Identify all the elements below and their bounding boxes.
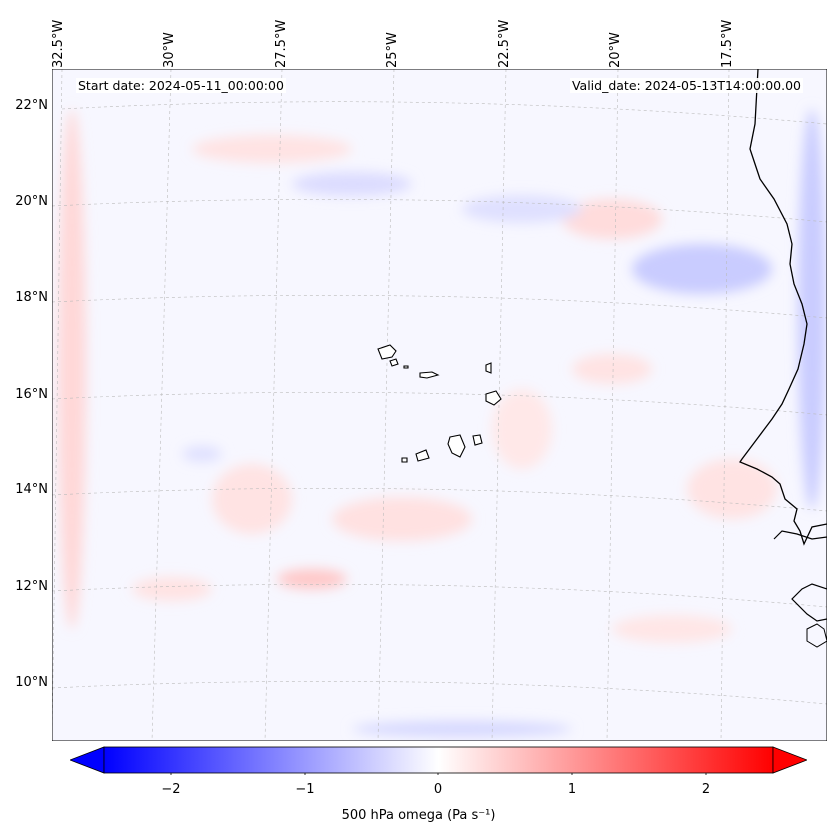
cape-verde-islands [377,344,502,463]
colorbar-gradient [103,746,774,774]
colorbar-label: 500 hPa omega (Pa s⁻¹) [341,808,496,823]
map-background [52,69,827,741]
lat-label-18n: 18°N [15,290,48,305]
lon-label-27-5w: 27.5°W [274,19,289,68]
start-date-label: Start date: 2024-05-11_00:00:00 [76,78,286,93]
colorbar-ticks [170,773,707,775]
colorbar-low-extend [70,746,105,774]
lon-label-17-5w: 17.5°W [720,19,735,68]
omega-anomaly-field [58,109,826,737]
graticule [52,69,827,741]
valid-date-label: Valid_date: 2024-05-13T14:00:00.00 [569,78,803,93]
bissagos-islands [806,623,827,648]
lon-label-25w: 25°W [385,32,400,68]
lon-label-20w: 20°W [608,32,623,68]
lat-label-14n: 14°N [15,482,48,497]
lat-label-10n: 10°N [15,675,48,690]
lon-label-30w: 30°W [162,32,177,68]
colorbar-tick-label: 0 [433,782,443,797]
colorbar-tick-label: 1 [567,782,577,797]
lon-label-32-5w: 32.5°W [51,19,66,68]
colorbar-tick-label: 2 [701,782,711,797]
guinea-coastline [773,530,827,622]
colorbar-tick-label: −1 [295,782,315,797]
lat-label-20n: 20°N [15,194,48,209]
omega-field-map [52,69,827,741]
colorbar-high-extend [772,746,807,774]
lat-label-16n: 16°N [15,387,48,402]
colorbar-tick-label: −2 [161,782,181,797]
lat-label-12n: 12°N [15,579,48,594]
africa-coastline [739,69,827,546]
lat-label-22n: 22°N [15,98,48,113]
lon-label-22-5w: 22.5°W [497,19,512,68]
colorbar [70,746,807,775]
